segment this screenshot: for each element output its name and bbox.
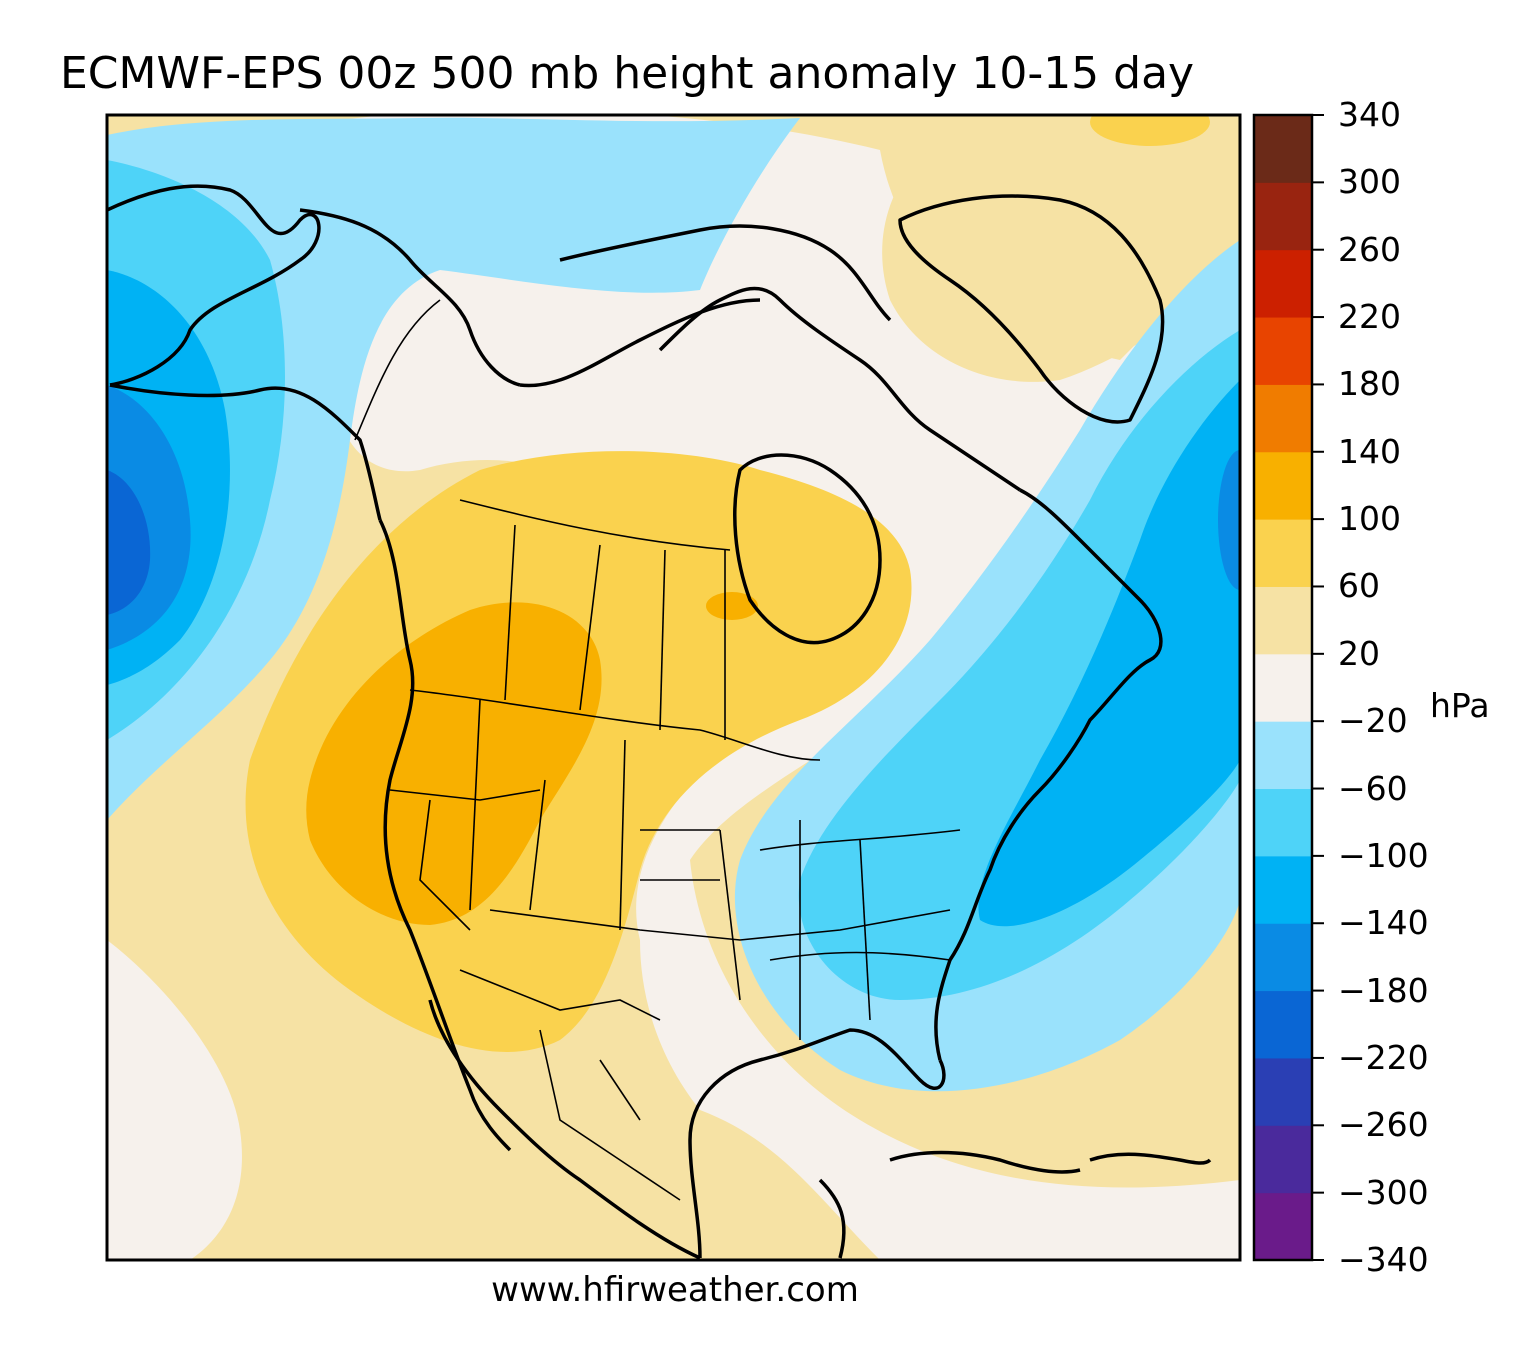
political-borders — [354, 299, 961, 1201]
colorbar-tick-label: 180 — [1338, 364, 1401, 404]
colorbar-bin — [1254, 249, 1312, 318]
colorbar-tick-label: 60 — [1338, 566, 1380, 606]
colorbar-tick-label: 260 — [1338, 229, 1401, 269]
colorbar-bin — [1254, 653, 1312, 722]
colorbar-bin — [1254, 1057, 1312, 1126]
colorbar-bin — [1254, 1192, 1312, 1261]
colorbar-bin — [1254, 115, 1312, 183]
colorbar-bin — [1254, 384, 1312, 453]
source-credit: www.hfirweather.com — [491, 1270, 859, 1310]
neutral-anomaly-zone-west — [107, 940, 242, 1260]
colorbar-tick-label: 220 — [1338, 297, 1401, 337]
colorbar-tick-label: 300 — [1338, 162, 1401, 202]
map-frame — [105, 113, 1242, 1262]
atlantic-trough-core — [1218, 450, 1240, 590]
eastern-trough-100 — [978, 380, 1240, 927]
colorbar-tick-label: −180 — [1338, 970, 1429, 1010]
colorbar — [1252, 113, 1324, 1262]
colorbar-bin — [1254, 586, 1312, 655]
colorbar-bin — [1254, 990, 1312, 1059]
colorbar-frame — [1252, 113, 1314, 1262]
colorbar-tick-label: −140 — [1338, 903, 1429, 943]
greenland-ridge-core — [1090, 115, 1210, 146]
greenland-ridge — [882, 118, 1240, 382]
colorbar-tick-label: 340 — [1338, 95, 1401, 134]
pacific-trough-180 — [107, 470, 151, 615]
colorbar-tick-label: 100 — [1338, 499, 1401, 539]
coastlines — [107, 184, 1212, 1260]
colorbar-bin — [1254, 317, 1312, 385]
anomaly-map — [107, 115, 1240, 1260]
colorbar-tick-label: 20 — [1338, 633, 1380, 673]
colorbar-tick-label: −100 — [1338, 835, 1429, 875]
colorbar-bin — [1254, 855, 1312, 924]
colorbar-tick-label: −340 — [1338, 1240, 1429, 1279]
chart-title: ECMWF-EPS 00z 500 mb height anomaly 10-1… — [60, 48, 1195, 99]
colorbar-tick-label: −300 — [1338, 1172, 1429, 1212]
colorbar-tick-label: −260 — [1338, 1105, 1429, 1145]
colorbar-tick-label: −60 — [1338, 768, 1408, 808]
colorbar-tick-label: 140 — [1338, 431, 1401, 471]
colorbar-bin — [1254, 788, 1312, 857]
colorbar-bin — [1254, 721, 1312, 790]
colorbar-tick-label: −220 — [1338, 1037, 1429, 1077]
colorbar-unit: hPa — [1430, 686, 1490, 725]
colorbar-bin — [1254, 923, 1312, 992]
colorbar-bin — [1254, 519, 1312, 587]
prairie-ridge-core — [706, 592, 758, 620]
western-ridge-100 — [306, 602, 602, 925]
colorbar-bin — [1254, 182, 1312, 251]
pacific-trough-20 — [107, 117, 800, 820]
colorbar-tick-label: −20 — [1338, 701, 1408, 741]
colorbar-bin — [1254, 451, 1312, 520]
colorbar-bin — [1254, 1125, 1312, 1194]
